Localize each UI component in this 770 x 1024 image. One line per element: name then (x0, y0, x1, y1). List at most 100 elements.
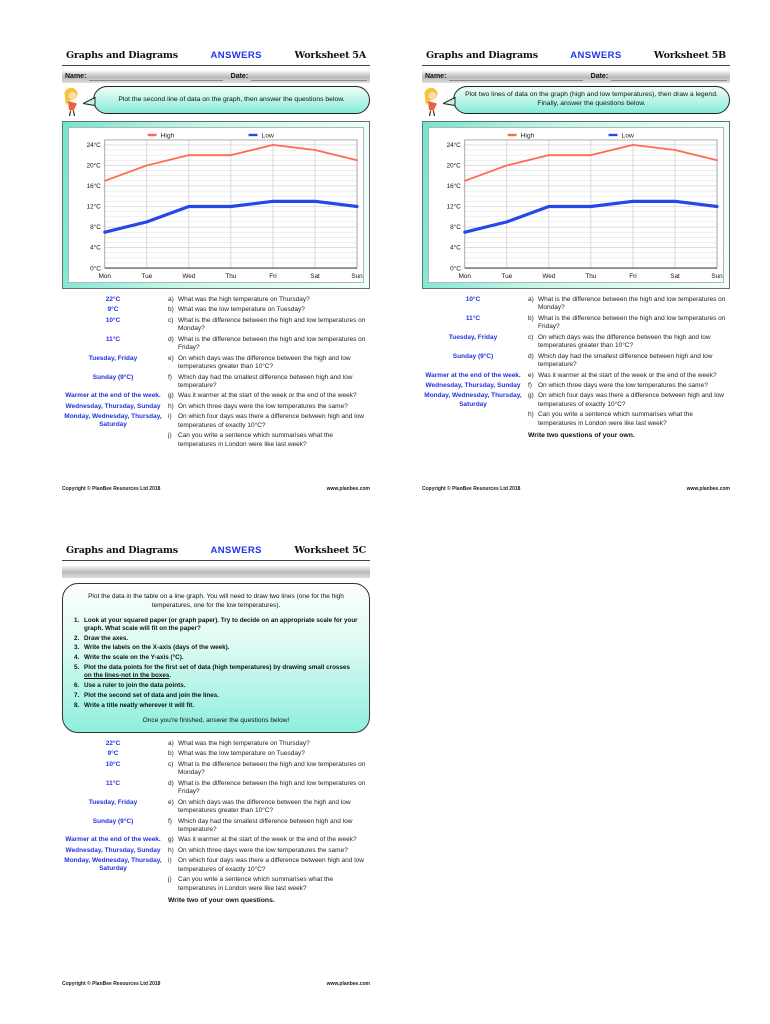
svg-text:Wed: Wed (542, 273, 555, 280)
question-letter: c) (168, 760, 174, 768)
answer-text: Sunday (9°C) (92, 817, 134, 825)
question-row: Tuesday, Friday e) On which days was the… (62, 355, 370, 372)
question-body: j) Can you write a sentence which summar… (168, 876, 370, 893)
svg-text:4°C: 4°C (90, 244, 101, 252)
answer-text: Wednesday, Thursday, Sunday (425, 381, 521, 389)
answer-text: Wednesday, Thursday, Sunday (65, 846, 161, 854)
step-text-main: Plot the data points for the first set o… (84, 664, 350, 672)
svg-text:Mon: Mon (459, 273, 472, 280)
question-row: 11°C d) What is the difference between t… (62, 336, 370, 353)
questions-list: 22°C a) What was the high temperature on… (62, 296, 370, 449)
name-label: Name: (65, 73, 87, 80)
instruction-steps: 1. Look at your squared paper (or graph … (74, 617, 358, 710)
answer-text: Monday, Wednesday, Thursday, Saturday (64, 413, 162, 429)
question-letter: j) (168, 432, 172, 440)
instruction-step: 5. Plot the data points for the first se… (74, 664, 358, 681)
step-text: Plot the data points for the first set o… (84, 664, 358, 681)
question-letter: f) (168, 817, 172, 825)
question-letter: j) (168, 876, 172, 884)
question-body: e) Was it warmer at the start of the wee… (528, 372, 730, 380)
question-body: g) On which four days was there a differ… (528, 392, 730, 409)
svg-text:8°C: 8°C (90, 223, 101, 231)
question-text: On which days was the difference between… (178, 798, 351, 815)
question-row: Wednesday, Thursday, Sunday f) On which … (422, 382, 730, 390)
answers-label: ANSWERS (210, 545, 262, 556)
question-body: j) Can you write a sentence which summar… (168, 432, 370, 449)
question-row: 11°C b) What is the difference between t… (422, 315, 730, 332)
question-body: f) Which day had the smallest difference… (168, 374, 370, 391)
question-letter: i) (168, 857, 172, 865)
svg-text:Wed: Wed (182, 273, 195, 280)
question-row: 9°C b) What was the low temperature on T… (62, 306, 370, 314)
series-title: Graphs and Diagrams (66, 50, 178, 61)
svg-text:4°C: 4°C (450, 244, 461, 252)
svg-text:Low: Low (621, 132, 634, 139)
instruction-step: 6. Use a ruler to join the data points. (74, 682, 358, 690)
website-text: www.planbee.com (686, 486, 730, 492)
step-text: Use a ruler to join the data points. (84, 682, 358, 690)
mascot-drawing (64, 87, 78, 117)
answer-text: Monday, Wednesday, Thursday, Saturday (424, 392, 522, 408)
chart-frame: 0°C 4°C 8°C 12°C 16°C 20°C 24°C Mon Tue Wed Thu Fri… (422, 121, 730, 289)
step-text-main: Draw the axes. (84, 634, 129, 642)
question-body: b) What was the low temperature on Tuesd… (168, 306, 370, 314)
question-letter: g) (168, 392, 174, 400)
blank-band (62, 565, 370, 578)
question-letter: f) (168, 373, 172, 381)
question-row: Warmer at the end of the week. g) Was it… (62, 836, 370, 844)
question-row: Sunday (9°C) f) Which day had the smalle… (62, 818, 370, 835)
answer-text (422, 411, 528, 428)
question-letter: e) (528, 371, 534, 379)
step-number: 8. (74, 701, 80, 709)
question-letter: b) (528, 314, 534, 322)
copyright-text: Copyright © PlanBee Resources Ltd 2018 (62, 981, 161, 987)
worksheet-5b-page: Graphs and Diagrams ANSWERS Worksheet 5B… (422, 45, 730, 492)
question-text: What was the high temperature on Thursda… (178, 740, 310, 747)
question-text: What is the difference between the high … (538, 314, 726, 331)
svg-text:Sun: Sun (351, 273, 363, 280)
question-text: What is the difference between the high … (178, 316, 366, 333)
step-text: Draw the axes. (84, 635, 358, 643)
speech-bubble-text: Plot the second line of data on the grap… (118, 95, 345, 103)
step-text-main: Look at your squared paper (or graph pap… (84, 616, 358, 632)
instruction-step: 8. Write a title neatly wherever it will… (74, 702, 358, 710)
step-text: Write the labels on the X-axis (days of … (84, 644, 358, 652)
question-body: d) What is the difference between the hi… (168, 780, 370, 797)
speech-bubble-text: Plot two lines of data on the graph (hig… (465, 91, 718, 107)
question-body: f) Which day had the smallest difference… (168, 818, 370, 835)
svg-text:Sat: Sat (670, 273, 680, 280)
worksheet-5a-page: Graphs and Diagrams ANSWERS Worksheet 5A… (62, 45, 370, 492)
question-row: Monday, Wednesday, Thursday, Saturday g)… (422, 392, 730, 409)
question-row: j) Can you write a sentence which summar… (62, 876, 370, 893)
question-letter: g) (168, 836, 174, 844)
question-letter: d) (168, 335, 174, 343)
step-number: 4. (74, 654, 80, 662)
answer-text: 11°C (105, 779, 121, 787)
instruction-step: 4. Write the scale on the Y-axis (°C). (74, 654, 358, 662)
question-body: a) What was the high temperature on Thur… (168, 740, 370, 748)
answer-text (62, 432, 168, 449)
question-row: Tuesday, Friday c) On which days was the… (422, 334, 730, 351)
svg-text:Thu: Thu (585, 273, 596, 280)
question-body: g) Was it warmer at the start of the wee… (168, 392, 370, 400)
question-text: On which four days was there a differenc… (178, 413, 364, 429)
question-row: Tuesday, Friday e) On which days was the… (62, 799, 370, 816)
question-row: Wednesday, Thursday, Sunday h) On which … (62, 847, 370, 855)
question-text: What was the high temperature on Thursda… (178, 296, 310, 303)
svg-text:Mon: Mon (99, 273, 112, 280)
question-letter: b) (168, 306, 174, 314)
date-fill-line (611, 72, 727, 81)
step-text-main: Use a ruler to join the data points. (84, 682, 186, 690)
question-text: Which day had the smallest difference be… (178, 817, 353, 833)
question-text: What was the low temperature on Tuesday? (178, 306, 305, 314)
answer-text: 10°C (105, 316, 121, 324)
question-letter: h) (168, 402, 174, 410)
instruction-step: 7. Plot the second set of data and join … (74, 692, 358, 700)
question-body: d) Which day had the smallest difference… (528, 353, 730, 370)
copyright-text: Copyright © PlanBee Resources Ltd 2018 (422, 486, 521, 492)
sheet-footer: Copyright © PlanBee Resources Ltd 2018 w… (62, 486, 370, 492)
svg-text:High: High (521, 132, 535, 139)
question-letter: f) (528, 381, 532, 389)
question-text: On which four days was there a differenc… (538, 392, 724, 408)
